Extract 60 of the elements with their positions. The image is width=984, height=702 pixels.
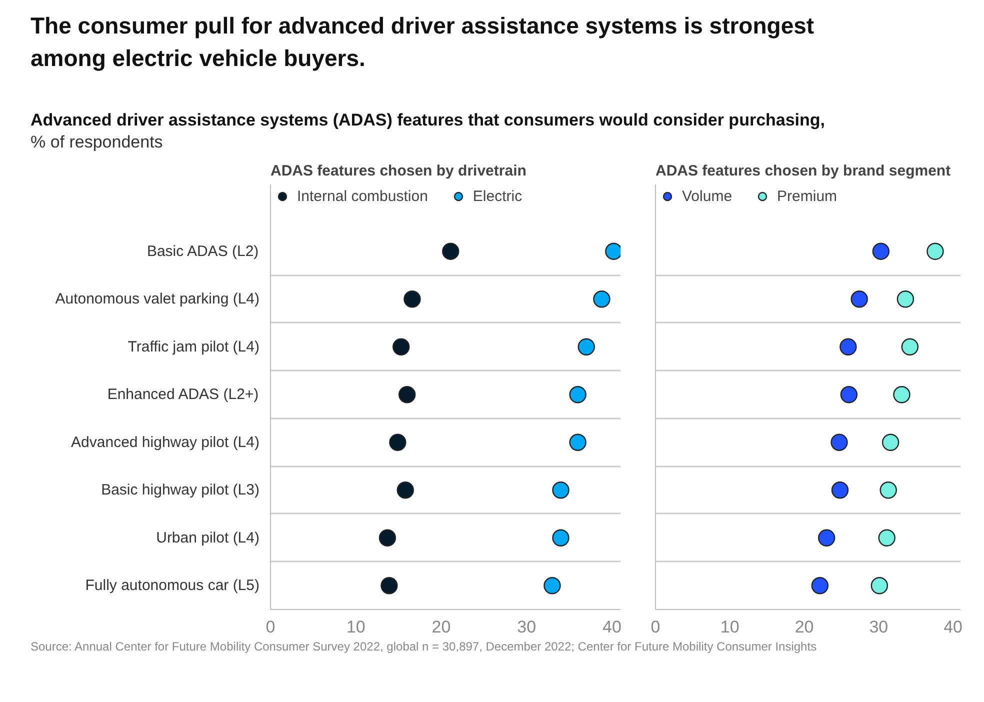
point (870, 577, 888, 594)
y-tick-label: Basic highway pilot (L3) (101, 482, 260, 499)
text: The consumer pull for advanced driver assistance systems is strongest among electric vehicle buyers. (30, 12, 814, 71)
point (818, 529, 836, 546)
point (893, 386, 910, 404)
legend-label: Electric (472, 188, 522, 204)
y-tick-label: Autonomous valet parking (L4) (55, 290, 260, 308)
point (882, 434, 900, 451)
x-tick-label: 10 (346, 618, 366, 636)
x-tick-label: 0 (650, 618, 660, 636)
source-note: Source: Annual Center for Future Mobility Consumer Survey 2022, global n = 30,897, December 2022; Center for Future Mobility Consumer Insights (30, 640, 817, 654)
chart-title: ADAS features chosen by brand segment (656, 162, 951, 180)
text: % of respondents (30, 132, 163, 152)
x-tick-label: 0 (266, 618, 276, 636)
point (442, 242, 460, 260)
legend-label: Premium (777, 188, 838, 204)
point (830, 434, 848, 451)
point (811, 577, 828, 594)
point (872, 242, 890, 260)
point (605, 242, 620, 260)
y-tick-label: Basic ADAS (L2) (146, 242, 259, 260)
point (578, 338, 595, 356)
x-tick-label: 20 (794, 618, 814, 636)
point (569, 434, 586, 451)
point (552, 482, 570, 499)
chart-title: ADAS features chosen by drivetrain (270, 162, 526, 180)
x-tick-label: 30 (517, 618, 536, 636)
point (901, 338, 919, 356)
x-tick-label: 30 (869, 618, 888, 636)
y-tick-label: Fully autonomous car (L5) (85, 577, 260, 594)
point (404, 290, 421, 308)
y-tick-label: Urban pilot (L4) (156, 529, 260, 546)
x-tick-label: 20 (432, 618, 451, 636)
point (389, 434, 406, 451)
point (378, 529, 396, 546)
x-tick-label: 40 (944, 618, 963, 636)
point (396, 482, 414, 499)
point (926, 242, 944, 260)
point (552, 529, 570, 546)
point (392, 338, 410, 356)
x-tick-label: 40 (602, 618, 622, 636)
point (380, 577, 398, 594)
point (569, 386, 586, 404)
point (840, 386, 858, 404)
point (878, 529, 896, 546)
y-tick-label: Advanced highway pilot (L4) (71, 434, 260, 451)
text: Advanced driver assistance systems (ADAS) features that consumers would consider purchasing, (30, 110, 826, 130)
point (840, 338, 857, 356)
legend-label: Volume (682, 188, 732, 204)
point (831, 482, 849, 499)
point (850, 290, 868, 308)
point (880, 482, 897, 499)
point (398, 386, 416, 404)
y-tick-label: Traffic jam pilot (L4) (128, 338, 260, 356)
point (544, 577, 561, 594)
y-tick-label: Enhanced ADAS (L2+) (107, 386, 259, 404)
point (896, 290, 914, 308)
x-tick-label: 10 (720, 618, 740, 636)
point (593, 290, 610, 308)
legend-label: Internal combustion (297, 188, 428, 204)
